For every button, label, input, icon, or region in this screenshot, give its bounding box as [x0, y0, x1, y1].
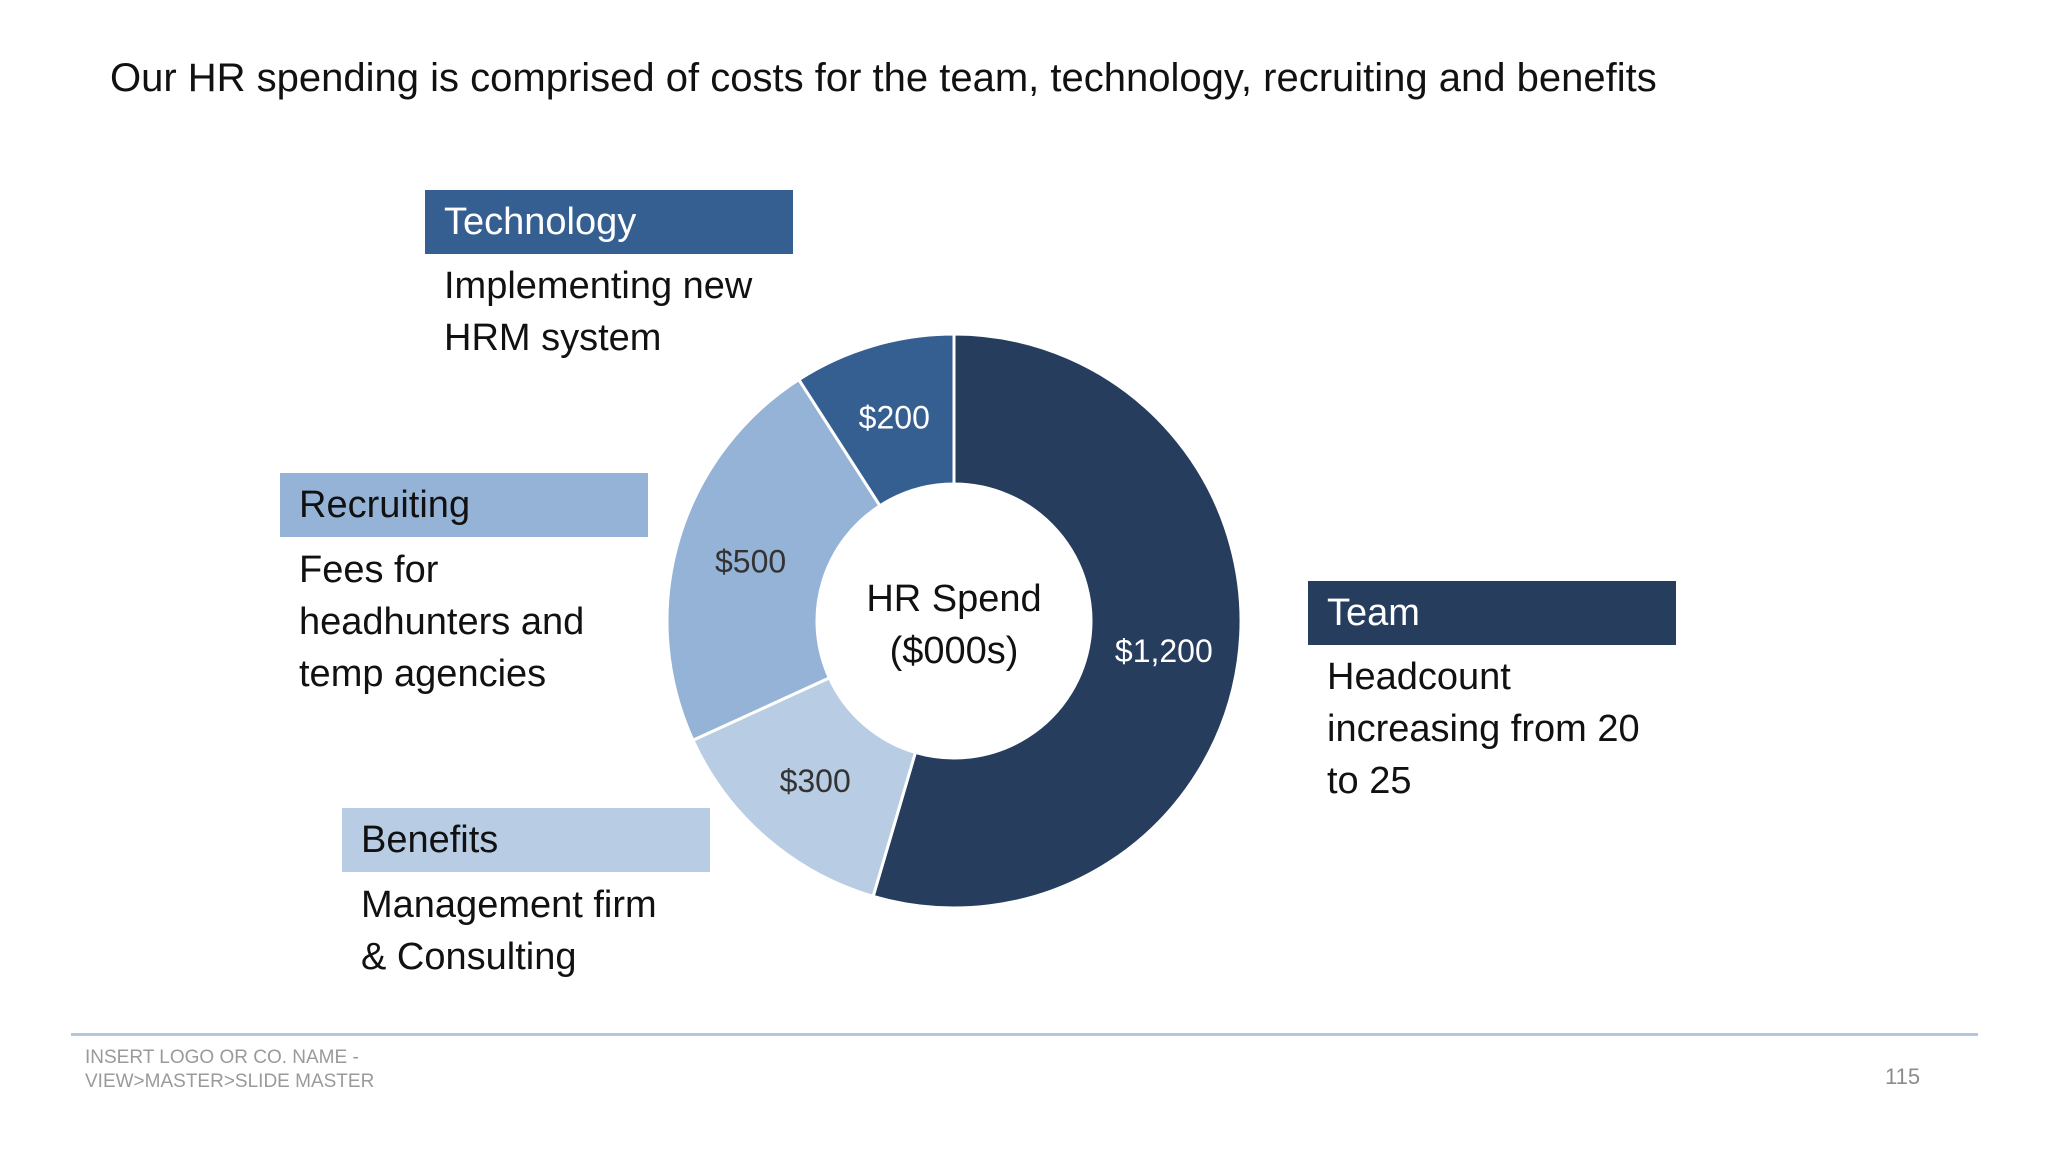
data-label-team: $1,200: [1115, 633, 1213, 669]
recruiting-header: Recruiting: [280, 473, 648, 537]
recruiting-description-line: headhunters and: [299, 601, 585, 643]
recruiting-description-line: Fees for: [299, 549, 439, 591]
center-label-line: ($000s): [890, 630, 1019, 672]
footer-line: INSERT LOGO OR CO. NAME -: [85, 1047, 359, 1068]
technology-description-line: Implementing new: [444, 265, 753, 307]
donut-slice-benefits: [690, 675, 918, 899]
recruiting-description: Fees for headhunters and temp agencies: [299, 544, 584, 700]
team-description-line: to 25: [1327, 760, 1412, 802]
technology-description-line: HRM system: [444, 317, 662, 359]
team-header: Team: [1308, 581, 1676, 645]
center-label-line: HR Spend: [866, 578, 1041, 620]
recruiting-description-line: temp agencies: [299, 653, 547, 695]
footer-line: VIEW>MASTER>SLIDE MASTER: [85, 1071, 375, 1092]
data-label-technology: $200: [859, 400, 930, 436]
footer-logo-placeholder: INSERT LOGO OR CO. NAME - VIEW>MASTER>SL…: [85, 1046, 374, 1094]
benefits-description-line: Management firm: [361, 884, 657, 926]
benefits-header: Benefits: [342, 808, 710, 872]
technology-description: Implementing new HRM system: [444, 260, 752, 364]
data-label-benefits: $300: [780, 763, 851, 799]
donut-slice-technology: [796, 332, 956, 508]
page-number: 115: [1885, 1064, 1921, 1089]
donut-slice-recruiting: [665, 377, 883, 743]
technology-header: Technology: [425, 190, 793, 254]
slide-title: Our HR spending is comprised of costs fo…: [110, 56, 1657, 100]
data-label-recruiting: $500: [715, 543, 786, 579]
footer-divider: [71, 1033, 1978, 1036]
team-description: Headcount increasing from 20 to 25: [1327, 651, 1640, 807]
team-description-line: increasing from 20: [1327, 708, 1640, 750]
donut-slice-team: [871, 332, 1243, 910]
benefits-description-line: & Consulting: [361, 936, 577, 978]
benefits-description: Management firm & Consulting: [361, 879, 657, 983]
team-description-line: Headcount: [1327, 656, 1511, 698]
